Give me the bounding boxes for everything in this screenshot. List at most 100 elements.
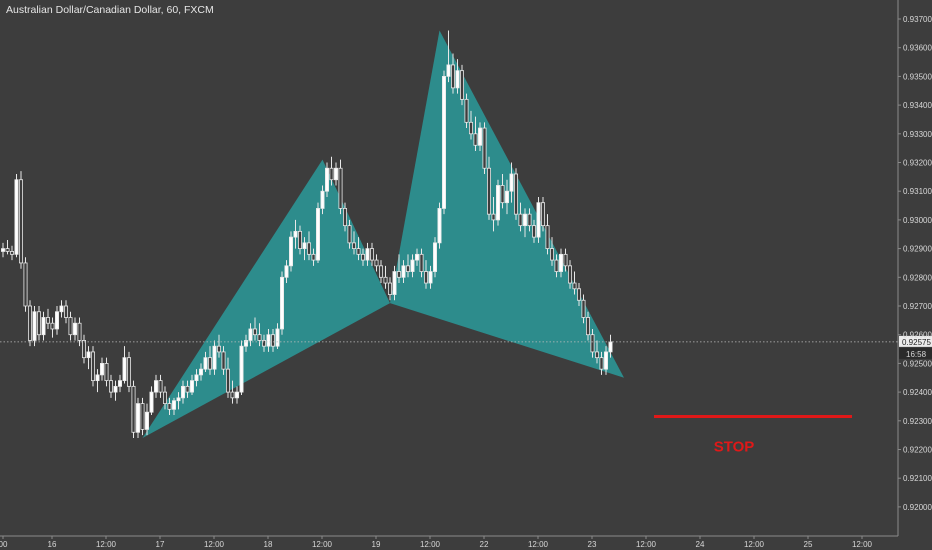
- candle-body: [23, 262, 28, 307]
- x-tick-label: 12:00: [204, 540, 225, 549]
- y-tick-label: 0.93700: [903, 15, 932, 24]
- candle-body: [374, 259, 379, 267]
- candle-body: [41, 317, 46, 336]
- candle-body: [554, 259, 559, 272]
- candle-body: [5, 248, 10, 252]
- candle-body: [64, 305, 69, 318]
- countdown-badge: [899, 347, 932, 359]
- y-tick-label: 0.92100: [903, 474, 932, 483]
- candle-body: [563, 253, 568, 267]
- candle-body: [541, 202, 546, 227]
- candle-body: [360, 253, 365, 261]
- candle-body: [189, 380, 194, 393]
- candle-body: [149, 391, 154, 413]
- candle-body: [127, 357, 132, 387]
- x-tick-label: 12:00: [420, 540, 441, 549]
- x-tick-label: 18: [264, 540, 273, 549]
- candle-body: [261, 340, 266, 347]
- candle-body: [176, 397, 181, 402]
- candle-body: [586, 317, 591, 336]
- candle-body: [342, 208, 347, 227]
- y-tick-label: 0.93000: [903, 216, 932, 225]
- candle-body: [509, 173, 514, 192]
- candle-body: [396, 271, 401, 278]
- candle-body: [252, 328, 257, 336]
- candle-body: [595, 351, 600, 359]
- candle-body: [455, 70, 460, 89]
- candle-body: [536, 202, 541, 238]
- candle-body: [153, 380, 158, 393]
- candle-body: [581, 299, 586, 318]
- candle-body: [239, 345, 244, 393]
- current-price-label: 0.92575: [902, 338, 931, 347]
- candle-body: [523, 213, 528, 227]
- candle-body: [473, 133, 478, 146]
- candle-body: [27, 305, 32, 341]
- candle-body: [37, 311, 42, 336]
- candle-body: [297, 230, 302, 250]
- candle-body: [212, 345, 217, 370]
- candle-body: [315, 208, 320, 261]
- candle-body: [545, 225, 550, 249]
- candle-body: [464, 98, 469, 123]
- candle-body: [514, 173, 519, 215]
- y-tick-label: 0.93100: [903, 187, 932, 196]
- candle-body: [109, 380, 114, 393]
- candle-body: [221, 351, 226, 370]
- x-tick-label: 16: [48, 540, 57, 549]
- candle-body: [203, 357, 208, 370]
- candle-body: [559, 253, 564, 272]
- candle-body: [387, 282, 392, 295]
- candle-body: [459, 70, 464, 100]
- candle-body: [577, 288, 582, 301]
- x-tick-label: 23: [588, 540, 597, 549]
- candle-body: [82, 340, 87, 359]
- candle-body: [500, 185, 505, 204]
- candle-body: [293, 230, 298, 238]
- candle-body: [55, 311, 60, 330]
- candle-body: [482, 127, 487, 169]
- x-tick-label: 12:00: [744, 540, 765, 549]
- x-tick-label: 12:00: [852, 540, 873, 549]
- x-tick-label: 12:00: [96, 540, 117, 549]
- candle-body: [532, 225, 537, 238]
- candle-body: [171, 400, 176, 410]
- candle-body: [14, 179, 19, 255]
- candle-body: [32, 311, 37, 341]
- candle-body: [302, 242, 307, 250]
- candle-body: [347, 225, 352, 244]
- candle-body: [73, 322, 78, 336]
- candle-body: [243, 340, 248, 347]
- candle-body: [392, 271, 397, 295]
- candle-body: [369, 248, 374, 261]
- candle-body: [50, 322, 55, 330]
- candle-body: [167, 403, 172, 410]
- candle-body: [266, 334, 271, 347]
- y-tick-label: 0.93600: [903, 44, 932, 53]
- y-tick-label: 0.93300: [903, 130, 932, 139]
- candle-body: [306, 242, 311, 255]
- current-price-layer: 0.92575 16:58: [0, 335, 932, 359]
- x-tick-label: 17: [156, 540, 165, 549]
- x-tick-label: 24: [696, 540, 705, 549]
- candle-body: [135, 403, 140, 433]
- candle-body: [158, 380, 163, 393]
- candle-body: [486, 167, 491, 215]
- candle-body: [248, 328, 253, 341]
- stop-layer: STOP: [654, 414, 852, 455]
- candle-body: [572, 282, 577, 290]
- y-tick-label: 0.92500: [903, 359, 932, 368]
- candle-body: [91, 351, 96, 382]
- current-price-badge: [899, 335, 932, 347]
- candle-body: [207, 357, 212, 370]
- candle-body: [468, 121, 473, 135]
- candle-body: [100, 362, 105, 376]
- y-tick-label: 0.92400: [903, 388, 932, 397]
- candle-body: [351, 242, 356, 250]
- candle-body: [288, 236, 293, 267]
- y-tick-label: 0.92300: [903, 417, 932, 426]
- pattern-triangle-xab: [142, 159, 390, 439]
- x-tick-label: 22: [480, 540, 489, 549]
- grid-layer: [0, 0, 899, 537]
